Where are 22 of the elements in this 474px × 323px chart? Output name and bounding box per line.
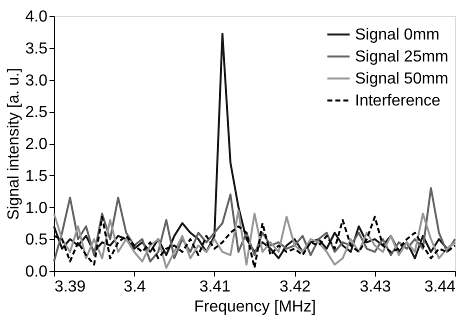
legend-label: Signal 0mm bbox=[355, 26, 440, 44]
y-tick-label: 3.5 bbox=[25, 40, 48, 58]
x-tick-label: 3.44 bbox=[424, 278, 456, 296]
x-tick-label: 3.4 bbox=[124, 278, 146, 296]
y-tick-label: 0.0 bbox=[25, 264, 48, 280]
x-tick-label: 3.41 bbox=[199, 278, 231, 296]
y-tick-label: 2.5 bbox=[25, 104, 48, 122]
x-tick-label: 3.39 bbox=[54, 278, 86, 296]
line-series bbox=[53, 187, 456, 262]
y-tick-label: 1.0 bbox=[25, 200, 48, 217]
legend-label: Signal 25mm bbox=[355, 48, 448, 66]
y-tick-label: 1.5 bbox=[25, 168, 48, 185]
y-tick-label: 3.0 bbox=[25, 72, 48, 90]
legend-label: Signal 50mm bbox=[355, 70, 448, 88]
y-tick-label: 2.0 bbox=[25, 136, 48, 153]
legend-label: Interference bbox=[355, 92, 440, 110]
y-axis-title: Signal intensity [a. u.] bbox=[5, 68, 22, 220]
y-tick-label: 0.5 bbox=[25, 232, 48, 249]
x-axis-title: Frequency [MHz] bbox=[194, 298, 316, 316]
y-tick-label: 4.0 bbox=[25, 8, 48, 26]
x-tick-label: 3.42 bbox=[280, 278, 311, 296]
x-tick-label: 3.43 bbox=[360, 278, 391, 296]
